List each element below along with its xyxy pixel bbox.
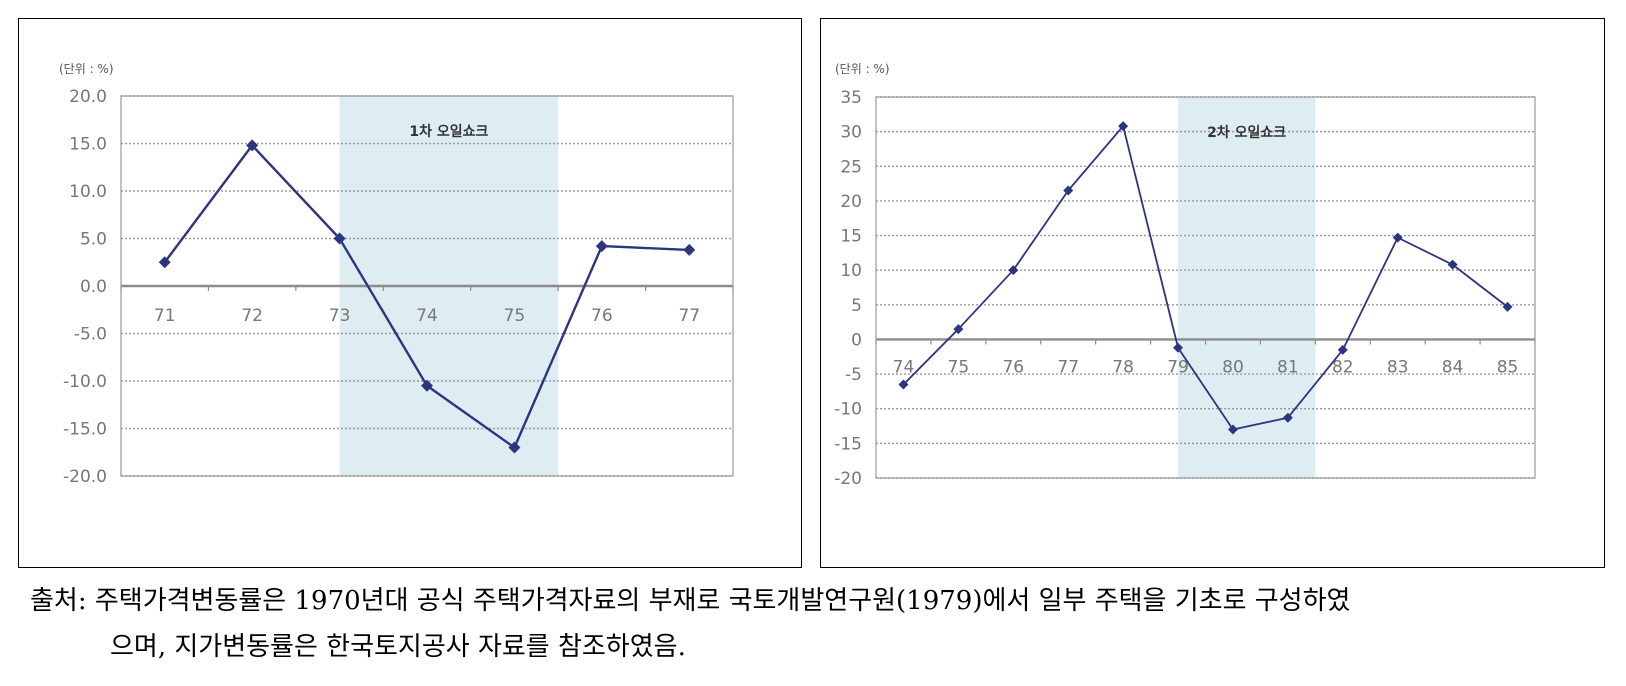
y-tick-label: -15 — [834, 434, 862, 454]
x-tick-label: 77 — [678, 306, 700, 326]
x-tick-label: 71 — [154, 306, 176, 326]
x-tick-label: 83 — [1387, 357, 1409, 377]
x-tick-label: 79 — [1167, 357, 1189, 377]
y-tick-label: 5.0 — [80, 230, 107, 250]
y-tick-label: -5 — [845, 365, 862, 385]
data-point-marker — [1337, 344, 1348, 355]
x-tick-label: 81 — [1277, 357, 1299, 377]
x-tick-label: 75 — [504, 306, 526, 326]
oil-shock-label: 1차 오일쇼크 — [409, 124, 488, 140]
x-tick-label: 72 — [241, 306, 263, 326]
y-tick-label: -20.0 — [63, 467, 107, 487]
data-point-marker — [508, 441, 521, 454]
y-tick-label: 30 — [840, 123, 862, 143]
x-tick-label: 80 — [1222, 357, 1244, 377]
x-tick-label: 76 — [591, 306, 613, 326]
data-point-marker — [1392, 232, 1403, 243]
data-point-marker — [158, 256, 171, 269]
data-point-marker — [683, 243, 696, 256]
unit-label: (단위 : %) — [835, 62, 890, 76]
data-point-marker — [1502, 301, 1513, 312]
y-tick-label: -10 — [834, 400, 862, 420]
x-tick-label: 84 — [1442, 357, 1464, 377]
y-tick-label: 10.0 — [69, 182, 107, 202]
chart-panel-left: 20.0 15.0 10.0 5.0 0.0 -5.0 -10.0 -15.0 -20.0 71 7… — [18, 18, 802, 568]
y-tick-label: 0 — [851, 330, 862, 350]
oil-shock-band — [1178, 97, 1316, 478]
data-point-marker — [1282, 412, 1293, 423]
y-tick-label: -15.0 — [63, 420, 107, 440]
data-point-marker — [1008, 265, 1019, 276]
data-point-marker — [246, 139, 259, 152]
x-tick-label: 73 — [329, 306, 351, 326]
y-tick-label: 25 — [840, 157, 862, 177]
x-tick-label: 75 — [948, 357, 970, 377]
plot-border — [875, 96, 1536, 479]
data-point-marker — [1063, 185, 1074, 196]
data-point-marker — [595, 240, 608, 253]
caption-line-2: 으며, 지가변동률은 한국토지공사 자료를 참조하였음. — [110, 632, 686, 662]
data-point-marker — [898, 379, 909, 390]
data-point-marker — [1173, 342, 1184, 353]
y-tick-label: 20.0 — [69, 87, 107, 107]
y-tick-label: 35 — [840, 88, 862, 108]
y-tick-label: -20 — [834, 469, 862, 489]
series-line — [902, 125, 1509, 431]
x-tick-label: 82 — [1332, 357, 1354, 377]
x-tick-label: 74 — [893, 357, 915, 377]
x-tick-label: 76 — [1002, 357, 1024, 377]
data-point-marker — [1447, 259, 1458, 270]
line-chart-second-oil-shock: 35 30 25 20 15 10 5 0 -5 -10 -15 -20 74 75 76 77 78 79 80 8… — [834, 62, 1536, 489]
y-tick-label: 15 — [840, 227, 862, 247]
line-chart-first-oil-shock: 20.0 15.0 10.0 5.0 0.0 -5.0 -10.0 -15.0 -20.0 71 7… — [59, 62, 734, 487]
data-point-marker — [1118, 121, 1129, 132]
y-tick-label: 10 — [840, 261, 862, 281]
y-tick-label: 20 — [840, 192, 862, 212]
y-tick-label: 15.0 — [69, 135, 107, 155]
chart-panel-right: 35 30 25 20 15 10 5 0 -5 -10 -15 -20 74 75 76 77 78 79 80 8… — [820, 18, 1605, 568]
x-tick-label: 78 — [1112, 357, 1134, 377]
source-caption: 출처: 주택가격변동률은 1970년대 공식 주택가격자료의 부재로 국토개발연… — [30, 578, 1610, 670]
data-point-marker — [333, 232, 346, 245]
caption-line-1: 출처: 주택가격변동률은 1970년대 공식 주택가격자료의 부재로 국토개발연… — [30, 586, 1351, 616]
data-point-marker — [1227, 424, 1238, 435]
y-tick-label: -10.0 — [63, 372, 107, 392]
plot-border — [120, 95, 734, 477]
y-tick-label: -5.0 — [74, 325, 107, 345]
x-tick-label: 85 — [1497, 357, 1519, 377]
x-tick-label: 77 — [1057, 357, 1079, 377]
x-tick-label: 74 — [416, 306, 438, 326]
data-point-marker — [421, 379, 433, 392]
y-tick-label: 0.0 — [80, 277, 107, 297]
y-tick-label: 5 — [851, 296, 862, 316]
oil-shock-label: 2차 오일쇼크 — [1207, 125, 1286, 141]
unit-label: (단위 : %) — [59, 62, 114, 76]
data-point-marker — [953, 324, 964, 335]
